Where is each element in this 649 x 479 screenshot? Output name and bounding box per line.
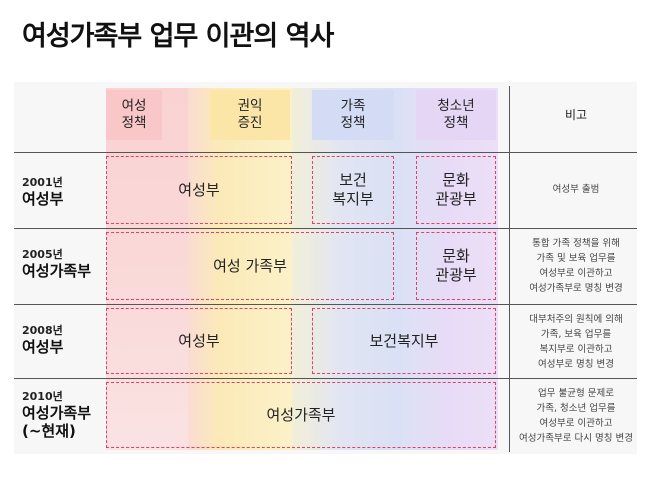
row-ministry-name: 여성가족부 bbox=[22, 404, 92, 422]
page-title: 여성가족부 업무 이관의 역사 bbox=[22, 21, 334, 52]
column-header-rights: 권익 증진 bbox=[210, 90, 290, 140]
box-label-line1: 문화 bbox=[442, 247, 470, 265]
row-label-2010: 2010년 여성가족부 (~현재) bbox=[22, 390, 91, 440]
ministry-box-women-family: 여성가족부 bbox=[106, 382, 496, 448]
remark-2010: 업무 불균형 문제로 가족, 청소년 업무를 여성부로 이관하고 여성가족부로 … bbox=[515, 386, 637, 446]
column-header-line2: 정책 bbox=[121, 115, 147, 131]
row-year: 2008년 bbox=[22, 324, 63, 337]
box-label: 여성 가족부 bbox=[213, 256, 287, 275]
remark-line: 통합 가족 정책을 위해 bbox=[532, 238, 620, 249]
row-divider bbox=[14, 378, 637, 379]
box-label-line1: 보건 bbox=[339, 171, 367, 189]
column-band-women bbox=[106, 88, 188, 450]
row-label-2008: 2008년 여성부 bbox=[22, 324, 63, 356]
box-label-line2: 관광부 bbox=[435, 190, 477, 208]
row-label-2005: 2005년 여성가족부 bbox=[22, 248, 91, 280]
row-ministry-name: 여성부 bbox=[22, 190, 64, 208]
column-header-line1: 청소년 bbox=[437, 98, 475, 114]
row-divider bbox=[14, 228, 637, 229]
ministry-box-health-welfare: 보건복지부 bbox=[312, 308, 496, 374]
column-header-youth: 청소년 정책 bbox=[416, 90, 496, 140]
remark-2005: 통합 가족 정책을 위해 가족 및 보육 업무를 여성부로 이관하고 여성가족부… bbox=[515, 236, 637, 296]
ministry-box-women: 여성부 bbox=[106, 308, 292, 374]
box-label-line1: 문화 bbox=[442, 171, 470, 189]
box-label: 여성가족부 bbox=[266, 405, 336, 424]
remark-line: 가족, 청소년 업무를 bbox=[536, 403, 616, 414]
column-header-remarks: 비고 bbox=[515, 90, 637, 140]
remark-line: 여성부 출범 bbox=[552, 184, 600, 195]
remark-line: 가족 및 보육 업무를 bbox=[536, 253, 616, 264]
column-header-line1: 가족 bbox=[340, 98, 366, 114]
column-header-women: 여성 정책 bbox=[106, 90, 162, 140]
remark-line: 가족, 보육 업무를 bbox=[540, 329, 612, 340]
remark-line: 대부처주의 원칙에 의해 bbox=[529, 314, 623, 325]
ministry-box-culture-tourism: 문화 관광부 bbox=[416, 232, 496, 300]
box-label: 여성부 bbox=[178, 180, 220, 199]
row-divider bbox=[14, 152, 637, 153]
remarks-header-label: 비고 bbox=[564, 107, 588, 122]
remark-line: 여성가족부로 명칭 변경 bbox=[529, 283, 623, 294]
column-header-line2: 증진 bbox=[237, 115, 263, 131]
remark-line: 복지부로 이관하고 bbox=[539, 344, 613, 355]
remark-2008: 대부처주의 원칙에 의해 가족, 보육 업무를 복지부로 이관하고 여성부로 명… bbox=[515, 312, 637, 372]
remark-line: 여성부로 이관하고 bbox=[539, 418, 613, 429]
box-label: 보건복지부 bbox=[369, 331, 439, 350]
column-header-line1: 권익 bbox=[237, 98, 263, 114]
row-ministry-name: 여성부 bbox=[22, 338, 64, 356]
row-year: 2010년 bbox=[22, 390, 63, 403]
column-band-youth bbox=[402, 88, 498, 450]
remark-line: 여성부로 명칭 변경 bbox=[538, 359, 614, 370]
remark-2001: 여성부 출범 bbox=[515, 182, 637, 197]
ministry-box-culture-tourism: 문화 관광부 bbox=[416, 156, 496, 224]
row-ministry-note: (~현재) bbox=[22, 422, 76, 440]
column-header-line1: 여성 bbox=[121, 98, 147, 114]
column-header-line2: 정책 bbox=[443, 115, 469, 131]
row-year: 2001년 bbox=[22, 176, 63, 189]
row-divider bbox=[14, 304, 637, 305]
remarks-divider bbox=[509, 86, 510, 452]
ministry-box-women: 여성부 bbox=[106, 156, 292, 224]
ministry-box-women-family: 여성 가족부 bbox=[106, 232, 394, 300]
ministry-box-health-welfare: 보건 복지부 bbox=[312, 156, 394, 224]
column-band-family bbox=[292, 88, 402, 450]
box-label: 여성부 bbox=[178, 331, 220, 350]
row-ministry-name: 여성가족부 bbox=[22, 262, 92, 280]
row-label-2001: 2001년 여성부 bbox=[22, 176, 63, 208]
column-band-rights bbox=[188, 88, 292, 450]
column-header-line2: 정책 bbox=[340, 115, 366, 131]
remark-line: 여성가족부로 다시 명칭 변경 bbox=[519, 433, 633, 444]
row-year: 2005년 bbox=[22, 248, 63, 261]
remark-line: 여성부로 이관하고 bbox=[539, 268, 613, 279]
remark-line: 업무 불균형 문제로 bbox=[538, 388, 614, 399]
box-label-line2: 관광부 bbox=[435, 266, 477, 284]
column-header-family: 가족 정책 bbox=[312, 90, 394, 140]
box-label-line2: 복지부 bbox=[332, 190, 374, 208]
